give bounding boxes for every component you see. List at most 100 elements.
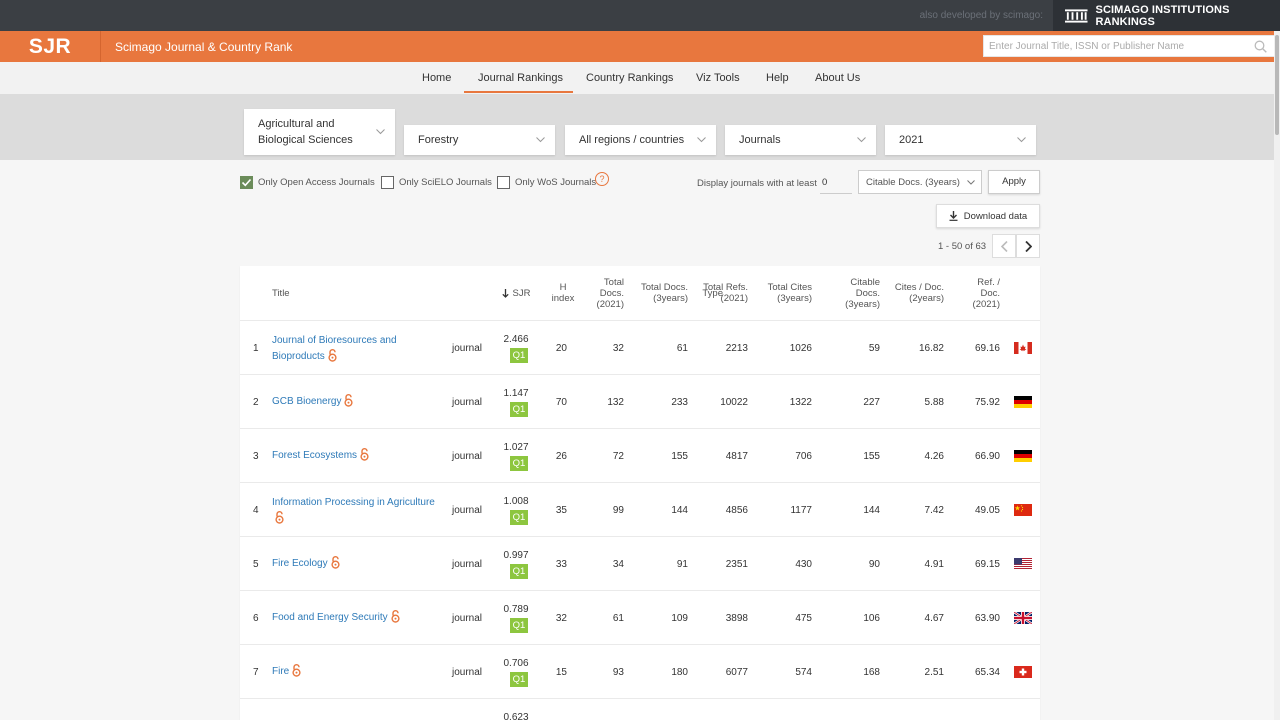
journal-title-line1[interactable]: Food and Energy Security — [272, 612, 388, 623]
journal-title-line1[interactable]: GCB Bioenergy — [272, 396, 342, 407]
header-total-docs[interactable]: Total Docs. (2021) — [580, 266, 624, 320]
row-rank: 7 — [253, 667, 259, 678]
row-type: journal — [452, 667, 483, 678]
row-h: 32 — [555, 613, 567, 624]
arrow-down-icon — [501, 288, 509, 298]
row-type: journal — [452, 559, 483, 570]
journal-title-line1[interactable]: Information Processing in Agriculture — [272, 497, 435, 508]
sjr-logo[interactable]: SJR — [0, 31, 101, 62]
wos-checkbox[interactable]: Only WoS Journals — [497, 176, 596, 189]
table-row[interactable]: 1 Journal of Bioresources and Bioproducts j… — [240, 320, 1040, 374]
subject-area-select[interactable]: Agricultural and Biological Sciences — [244, 109, 395, 155]
table-row[interactable]: 3 Forest Ecosystems journal 1.027 Q1 26 72 155 4… — [240, 428, 1040, 482]
country-flag-icon — [1014, 558, 1032, 570]
nav-home[interactable]: Home — [422, 72, 452, 84]
table-row[interactable]: 7 Fire journal 0.706 Q1 15 93 180 6077 574 168 2.51… — [240, 644, 1040, 698]
table-row[interactable]: 2 GCB Bioenergy journal 1.147 Q1 70 132 233 1002… — [240, 374, 1040, 428]
pagination-text: 1 - 50 of 63 — [938, 241, 987, 252]
row-rpd: 75.92 — [974, 397, 1000, 408]
row-h: 33 — [555, 559, 567, 570]
row-sjr: 1.147 — [503, 388, 529, 399]
nav-about-us[interactable]: About Us — [815, 72, 861, 84]
header-title[interactable]: Title — [272, 287, 290, 299]
site-header: SJR Scimago Journal & Country Rank — [0, 31, 1280, 62]
sir-link[interactable]: SCIMAGO INSTITUTIONS RANKINGS — [1053, 0, 1280, 31]
row-docs: 32 — [612, 343, 624, 354]
row-sjr: 1.008 — [503, 496, 529, 507]
journal-title-link[interactable]: GCB Bioenergy — [272, 394, 442, 410]
journal-title-link[interactable]: Forest Ecosystems — [272, 448, 442, 464]
header-td-line1: Total — [603, 276, 624, 288]
nav-journal-rankings[interactable]: Journal Rankings — [478, 72, 563, 84]
scrollbar-thumb[interactable] — [1275, 35, 1279, 135]
next-page-button[interactable] — [1016, 234, 1040, 258]
page-scrollbar[interactable] — [1274, 31, 1280, 720]
category-select[interactable]: Forestry — [404, 125, 555, 155]
quartile-badge: Q1 — [510, 348, 528, 363]
header-tr-line2: (2021) — [720, 293, 748, 304]
header-citable-docs[interactable]: Citable Docs. (3years) — [836, 266, 880, 320]
row-citable: 227 — [863, 397, 880, 408]
main-nav: Home Journal Rankings Country Rankings V… — [0, 62, 1280, 94]
docs-criteria-select[interactable]: Citable Docs. (3years) — [858, 170, 982, 194]
journal-title-link[interactable]: Food and Energy Security — [272, 610, 442, 626]
header-type[interactable]: Type — [702, 287, 723, 299]
journal-title-line1[interactable]: Forest Ecosystems — [272, 450, 358, 461]
journal-title-line2[interactable]: Bioproducts — [272, 351, 325, 362]
row-rpd: 66.90 — [974, 451, 1000, 462]
search-box[interactable] — [983, 35, 1277, 57]
header-total-refs[interactable]: Total Refs. (2021) — [698, 266, 748, 320]
row-h: 26 — [555, 451, 567, 462]
nav-country-rankings[interactable]: Country Rankings — [586, 72, 674, 84]
journal-title-line1[interactable]: Journal of Bioresources and — [272, 335, 397, 346]
header-tc-line1: Total Cites — [767, 282, 812, 293]
table-row[interactable]: 5 Fire Ecology journal 0.997 Q1 33 34 91 2351 430… — [240, 536, 1040, 590]
table-row[interactable]: 0.623 — [240, 698, 1040, 720]
row-rank: 5 — [253, 559, 259, 570]
checkbox-checked[interactable] — [240, 176, 253, 189]
nav-viz-tools[interactable]: Viz Tools — [696, 72, 740, 84]
journal-title-link[interactable]: Fire Ecology — [272, 556, 442, 572]
checkbox-unchecked[interactable] — [497, 176, 510, 189]
scielo-checkbox[interactable]: Only SciELO Journals — [381, 176, 492, 189]
quartile-badge: Q1 — [510, 618, 528, 633]
table-row[interactable]: 6 Food and Energy Security journal 0.789 Q1 3… — [240, 590, 1040, 644]
header-total-cites[interactable]: Total Cites (3years) — [760, 266, 812, 320]
header-total-docs-3y[interactable]: Total Docs. (3years) — [634, 266, 688, 320]
apply-button[interactable]: Apply — [988, 170, 1040, 194]
region-value: All regions / countries — [579, 134, 685, 146]
country-flag-icon — [1014, 612, 1032, 624]
category-value: Forestry — [418, 134, 459, 146]
journal-title-link[interactable]: Fire — [272, 664, 442, 680]
type-select[interactable]: Journals — [725, 125, 876, 155]
search-input[interactable] — [984, 36, 1276, 56]
country-flag-icon — [1014, 450, 1032, 462]
row-docs3: 233 — [671, 397, 688, 408]
top-strip: also developed by scimago: SCIMAGO INSTI… — [0, 0, 1280, 31]
nav-help[interactable]: Help — [766, 72, 789, 84]
header-cd-line2: Docs. — [855, 287, 880, 299]
open-access-checkbox[interactable]: Only Open Access Journals — [240, 176, 375, 189]
checkbox-unchecked[interactable] — [381, 176, 394, 189]
journal-title-line1[interactable]: Fire Ecology — [272, 558, 328, 569]
row-h: 35 — [555, 505, 567, 516]
prev-page-button[interactable] — [992, 234, 1016, 258]
header-ref-per-doc[interactable]: Ref. / Doc. (2021) — [960, 266, 1000, 320]
min-docs-input[interactable] — [820, 172, 852, 194]
help-icon[interactable]: ? — [595, 172, 609, 186]
header-cpd-line2: (2years) — [909, 293, 944, 304]
row-cites3: 1026 — [789, 343, 812, 354]
table-row[interactable]: 4 Information Processing in Agriculture jo… — [240, 482, 1040, 536]
site-title[interactable]: Scimago Journal & Country Rank — [115, 40, 293, 54]
year-select[interactable]: 2021 — [885, 125, 1036, 155]
journal-title-line1[interactable]: Fire — [272, 666, 290, 677]
region-select[interactable]: All regions / countries — [565, 125, 716, 155]
search-icon[interactable] — [1254, 40, 1267, 53]
download-data-button[interactable]: Download data — [936, 204, 1040, 228]
journal-title-link[interactable]: Information Processing in Agriculture — [272, 495, 442, 527]
header-sjr[interactable]: SJR — [498, 266, 534, 320]
journal-title-link[interactable]: Journal of Bioresources and Bioproducts — [272, 333, 442, 365]
row-citable: 59 — [868, 343, 880, 354]
header-cites-per-doc[interactable]: Cites / Doc. (2years) — [888, 266, 944, 320]
